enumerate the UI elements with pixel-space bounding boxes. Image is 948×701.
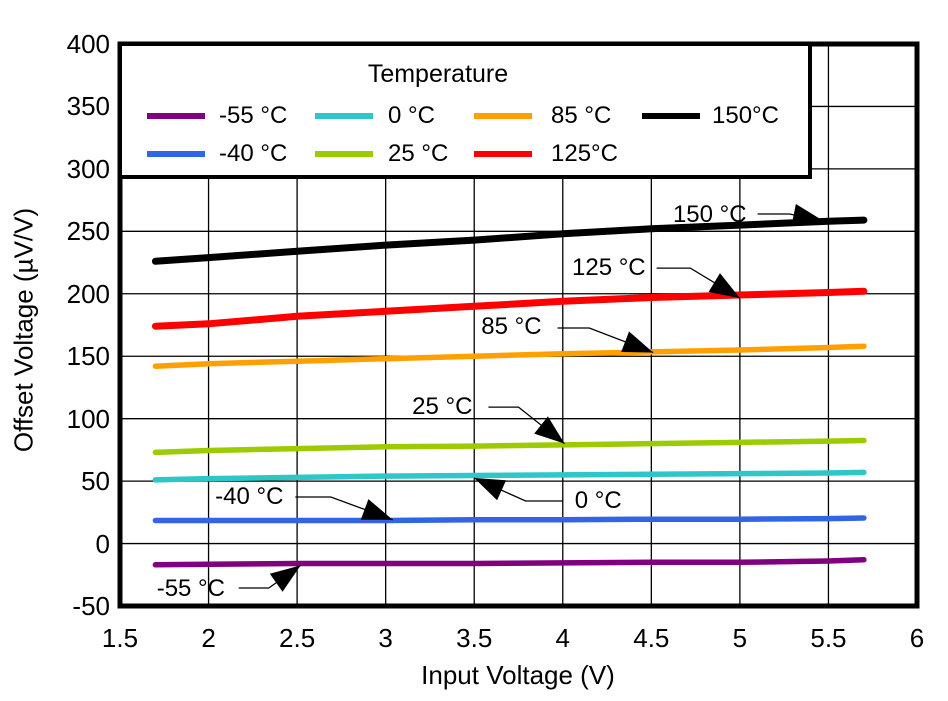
annotation-arrowhead [708, 273, 740, 299]
x-axis-title: Input Voltage (V) [421, 660, 615, 690]
x-tick-label: 1.5 [101, 623, 139, 653]
x-tick-label: 5 [732, 623, 748, 653]
x-tick-label: 2.5 [279, 623, 316, 653]
y-tick-label: 0 [95, 528, 110, 559]
x-tick-label: 2 [201, 623, 216, 653]
x-tick-label: 4.5 [633, 623, 670, 653]
x-tick-label: 4 [555, 623, 570, 653]
series-line [152, 515, 867, 524]
y-tick-label: 150 [66, 341, 110, 372]
x-tick-label: 3.5 [456, 623, 493, 653]
legend-title: Temperature [367, 60, 509, 88]
x-tick-label: 3 [378, 623, 393, 653]
legend-label: 150°C [712, 102, 779, 129]
annotation-label: -55 °C [156, 574, 225, 602]
legend-label: 0 °C [388, 102, 435, 129]
y-tick-label: 100 [66, 403, 110, 434]
series-line [151, 287, 868, 330]
legend-label: 25 °C [388, 140, 449, 167]
legend-swatch [147, 113, 205, 119]
legend-swatch [642, 113, 700, 119]
y-tick-label: 200 [66, 278, 110, 309]
legend: Temperature -55 °C 0 °C 85 °C 150°C -40 °C 25… [118, 42, 812, 179]
y-tick-label: 250 [66, 216, 110, 247]
series-line [151, 216, 868, 265]
x-tick-label: 6 [909, 623, 925, 653]
y-axis-title: Offset Voltage (µV/V) [8, 207, 39, 453]
annotation-label: 25 °C [412, 393, 473, 421]
legend-swatch [474, 151, 532, 157]
legend-swatch [315, 113, 373, 119]
annotation-arrowhead [791, 204, 824, 226]
legend-label: -55 °C [219, 102, 288, 129]
annotation-arrowhead [474, 477, 507, 501]
legend-swatch [315, 151, 373, 157]
series-line [152, 343, 867, 369]
annotation-label: 0 °C [574, 487, 622, 515]
y-tick-label: 300 [66, 153, 110, 184]
annotation-label: 125 °C [571, 253, 646, 281]
series-line [152, 557, 867, 568]
annotation-arrowhead [360, 499, 393, 520]
legend-swatch [147, 151, 205, 157]
annotation-arrowhead [269, 565, 301, 592]
y-tick-label: -50 [72, 591, 110, 621]
y-tick-label: 50 [81, 466, 110, 497]
y-tick-label: 350 [66, 91, 110, 122]
legend-label: 85 °C [551, 102, 612, 129]
series-line [152, 469, 867, 483]
legend-swatch [474, 113, 532, 119]
legend-label: 125°C [551, 140, 618, 167]
series-line [152, 437, 867, 456]
annotation-label: 85 °C [481, 313, 542, 341]
annotation-label: -40 °C [215, 483, 284, 511]
annotation-label: 150 °C [672, 201, 747, 229]
y-tick-label: 400 [66, 29, 110, 59]
annotation-arrowhead [621, 331, 654, 353]
x-tick-label: 5.5 [810, 623, 847, 653]
annotation-arrowhead [534, 416, 565, 444]
legend-label: -40 °C [219, 140, 288, 167]
